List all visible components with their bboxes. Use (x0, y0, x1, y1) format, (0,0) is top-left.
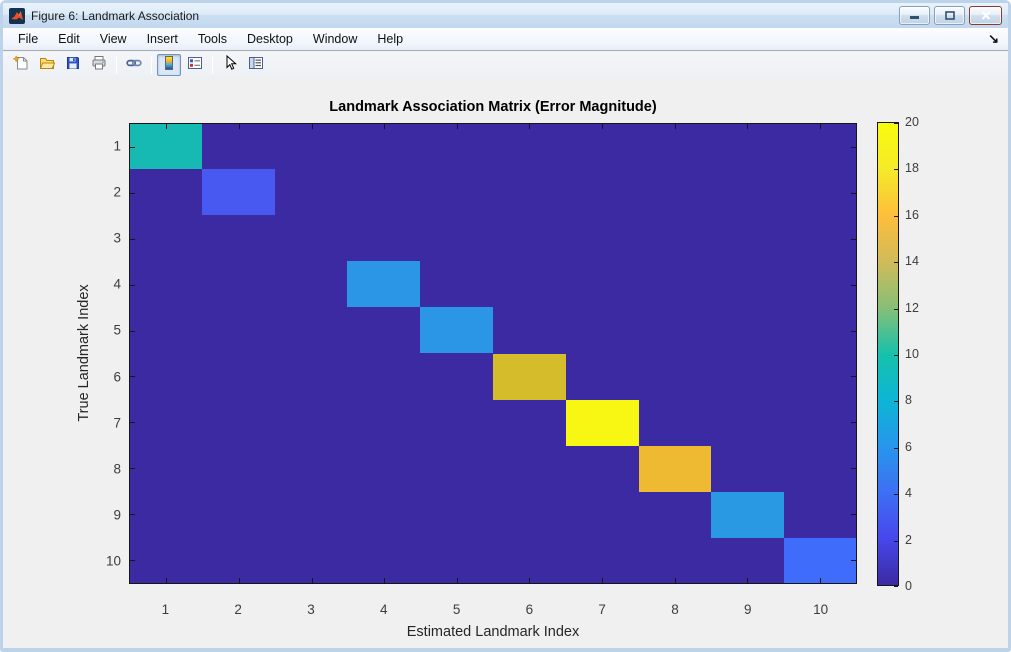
matlab-figure-icon (9, 7, 25, 24)
menu-edit[interactable]: Edit (58, 32, 80, 46)
heatmap-axes (129, 123, 857, 584)
colorbar-tick (894, 308, 898, 310)
menubar: File Edit View Insert Tools Desktop Window Help… (3, 28, 1008, 51)
menu-help[interactable]: Help (377, 32, 404, 46)
y-tick-label: 4 (113, 276, 121, 292)
open-file-button[interactable] (35, 54, 59, 76)
colorbar-tick (894, 123, 898, 124)
save-figure-icon (65, 55, 81, 76)
x-tick-label: 7 (598, 602, 606, 617)
toolbar-separator (212, 56, 213, 74)
insert-colorbar-icon (161, 55, 177, 76)
x-tick-label: 6 (525, 602, 534, 617)
y-tick-label: 2 (113, 184, 121, 200)
x-axis-label: Estimated Landmark Index (406, 624, 580, 640)
titlebar[interactable]: Figure 6: Landmark Association (3, 3, 1008, 28)
colorbar-tick-label: 10 (905, 347, 919, 361)
toolbar (3, 52, 1008, 78)
menu-desktop[interactable]: Desktop (247, 32, 293, 46)
y-axis-label: True Landmark Index (76, 284, 92, 422)
y-tick-label: 6 (113, 369, 121, 385)
menu-insert[interactable]: Insert (146, 32, 178, 46)
property-inspector-button[interactable] (244, 54, 268, 76)
heatmap-cell (565, 399, 639, 446)
colorbar-tick-label: 4 (905, 486, 912, 501)
heatmap-cell (347, 261, 421, 308)
colorbar (877, 122, 899, 587)
x-tick-label: 5 (452, 602, 461, 617)
colorbar-tick-label: 8 (905, 393, 912, 408)
window-title: Figure 6: Landmark Association (31, 8, 200, 23)
heatmap-cell (201, 169, 275, 216)
figure-canvas: Landmark Association Matrix (Error Magni… (3, 78, 1008, 648)
link-plot-icon (126, 55, 142, 76)
colorbar-tick-label: 6 (905, 439, 912, 454)
x-tick-label: 4 (380, 602, 388, 617)
colorbar-tick-label: 0 (905, 579, 912, 593)
heatmap-cell (420, 307, 493, 354)
heatmap-cell (129, 123, 202, 170)
colorbar-tick-label: 2 (905, 532, 912, 547)
y-tick-label: 8 (113, 461, 121, 477)
new-figure-button[interactable] (9, 54, 33, 76)
toolbar-separator (116, 56, 117, 74)
y-tick-label: 10 (105, 553, 121, 569)
window-controls (899, 6, 1002, 25)
new-figure-icon (12, 54, 29, 76)
menu-window[interactable]: Window (312, 32, 358, 46)
insert-colorbar-button[interactable] (157, 54, 181, 76)
menu-tools[interactable]: Tools (197, 32, 228, 46)
y-tick-label: 7 (113, 415, 121, 431)
insert-legend-button[interactable] (183, 54, 207, 76)
y-tick-label: 1 (113, 138, 121, 154)
colorbar-tick-label: 18 (905, 161, 919, 176)
dock-figure-icon[interactable]: ↘ (988, 31, 999, 46)
colorbar-tick (894, 540, 898, 542)
restore-button[interactable] (934, 6, 965, 25)
link-plot-button[interactable] (122, 54, 146, 76)
colorbar-tick (894, 355, 898, 356)
colorbar-tick (894, 586, 898, 587)
open-file-icon (39, 55, 56, 76)
y-tick-label: 9 (113, 507, 121, 523)
heatmap-cells (129, 123, 857, 584)
colorbar-tick (894, 169, 898, 171)
colorbar-tick (894, 447, 898, 449)
heatmap-cell (274, 215, 348, 262)
colorbar-tick (894, 215, 898, 217)
y-tick-label: 5 (113, 322, 121, 338)
heatmap-cell (638, 445, 712, 492)
x-tick-label: 10 (813, 602, 829, 617)
x-tick-label: 2 (234, 602, 242, 617)
heatmap-cell (493, 353, 566, 400)
colorbar-tick-label: 20 (905, 115, 919, 129)
property-inspector-icon (248, 55, 264, 76)
colorbar-tick (894, 494, 898, 496)
heatmap-cell (711, 491, 785, 538)
heatmap-cell (784, 537, 857, 584)
insert-legend-icon (187, 55, 203, 76)
y-tick-label: 3 (113, 230, 121, 246)
plot-title: Landmark Association Matrix (Error Magni… (329, 99, 657, 115)
x-tick-label: 8 (671, 602, 679, 617)
print-figure-button[interactable] (87, 54, 111, 76)
close-button[interactable] (969, 6, 1002, 25)
minimize-button[interactable] (899, 6, 930, 25)
toolbar-separator (151, 56, 152, 74)
menu-file[interactable]: File (18, 32, 39, 46)
menu-view[interactable]: View (99, 32, 127, 46)
x-tick-label: 9 (744, 602, 752, 617)
edit-plot-button[interactable] (218, 54, 242, 76)
colorbar-tick (894, 262, 898, 264)
colorbar-tick-label: 14 (905, 254, 919, 269)
print-figure-icon (91, 55, 107, 76)
colorbar-tick-label: 16 (905, 207, 919, 222)
x-tick-label: 1 (161, 602, 170, 617)
save-figure-button[interactable] (61, 54, 85, 76)
x-tick-label: 3 (307, 602, 315, 617)
colorbar-tick (894, 401, 898, 403)
edit-plot-icon (222, 54, 238, 76)
colorbar-tick-label: 12 (905, 300, 919, 315)
